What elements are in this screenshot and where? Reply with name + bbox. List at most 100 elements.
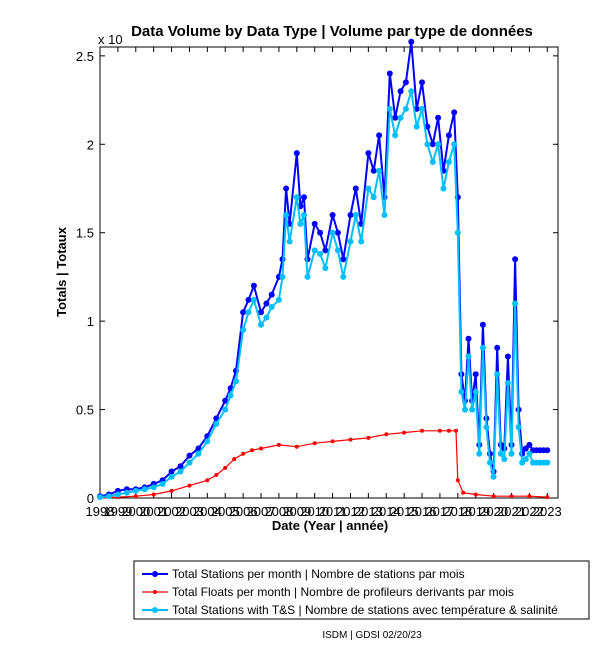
data-point [168,468,175,475]
y-tick-label: 2 [87,137,94,152]
y-tick-label: 1.5 [76,226,94,241]
data-point [446,428,451,433]
x-tick-label: 2007 [247,504,276,519]
data-point [347,238,354,245]
data-point [462,406,468,413]
data-point [150,484,157,491]
data-point [222,397,229,404]
x-tick-label: 2014 [372,504,401,519]
data-point [483,424,490,431]
x-tick-label: 2012 [336,504,365,519]
chart-title: Data Volume by Data Type | Volume par ty… [131,23,533,40]
data-point [312,441,317,446]
data-point [445,132,452,139]
data-point [159,480,166,487]
legend-entry-label: Total Stations per month | Nombre de sta… [172,567,465,581]
data-point [352,212,359,218]
data-point [240,327,247,333]
data-point [508,450,515,457]
legend-entry-label: Total Floats per month | Nombre de profi… [172,585,514,599]
legend-swatch-marker [152,607,158,613]
data-point [476,450,483,457]
x-tick-label: 2001 [139,504,168,519]
data-point [279,273,286,280]
data-point [340,273,347,280]
data-point [169,488,174,493]
data-point [240,309,247,316]
data-point [440,185,447,192]
data-point [177,463,184,470]
data-point [322,247,329,254]
data-point [250,448,255,453]
data-point [205,478,210,483]
data-point [132,487,139,494]
data-point [293,194,300,201]
x-tick-label: 1998 [86,504,115,519]
legend-swatch-marker [153,590,157,594]
data-point [348,437,353,442]
data-point [268,304,275,310]
data-point [420,428,424,433]
data-point [329,229,336,236]
legend: Total Stations per month | Nombre de sta… [133,560,590,620]
data-point [419,79,425,86]
x-tick-label: 2021 [497,504,526,519]
data-point [437,428,442,433]
y-tick-label: 0 [87,491,94,506]
x-tick-label: 2009 [282,504,311,519]
data-point [258,321,264,328]
data-point [504,380,511,386]
data-point [301,212,307,218]
data-point [168,473,175,480]
y-axis: 0 0.5 1 1.5 2 2.5 [76,49,558,506]
data-point [435,114,442,121]
data-point [358,238,365,245]
footer-credit: ISDM | GDSI 02/20/23 [322,630,422,641]
data-point [494,344,501,351]
data-point [317,250,324,257]
x-tick-label: 2016 [408,504,437,519]
data-point [195,450,202,457]
x-tick-label: 2008 [264,504,293,519]
data-point [376,132,383,139]
y-tick-label: 2.5 [76,49,94,64]
x-tick-label: 1999 [103,504,132,519]
data-point [227,392,234,399]
data-point [204,438,211,445]
x-tick-label: 2003 [175,504,204,519]
data-point [509,494,514,499]
x-tick-label: 2018 [443,504,472,519]
data-point [263,314,270,321]
x-tick-label: 2017 [425,504,454,519]
data-point [386,105,393,112]
x-tick-label: 2010 [300,504,329,519]
series-layer [97,38,551,501]
data-point [512,256,519,263]
data-point [366,435,371,440]
data-point [545,495,550,500]
data-point [451,109,458,116]
data-point [392,114,399,121]
data-point [365,185,372,192]
series-2 [97,88,551,501]
data-point [250,282,257,289]
data-point [322,265,329,272]
series-line [99,430,548,499]
data-point [187,483,192,488]
data-point [233,378,239,385]
x-tick-label: 2013 [354,504,383,519]
x-tick-label: 2020 [479,504,508,519]
data-point [497,450,504,457]
data-point [454,428,458,433]
data-point [472,371,479,378]
data-point [141,486,148,493]
plot-frame [99,46,559,499]
data-point [293,150,300,157]
data-point [258,309,264,316]
data-point [133,494,138,499]
data-point [186,452,193,459]
data-point [397,114,404,121]
data-point [304,273,311,280]
data-point [479,321,486,328]
data-point [177,468,184,475]
